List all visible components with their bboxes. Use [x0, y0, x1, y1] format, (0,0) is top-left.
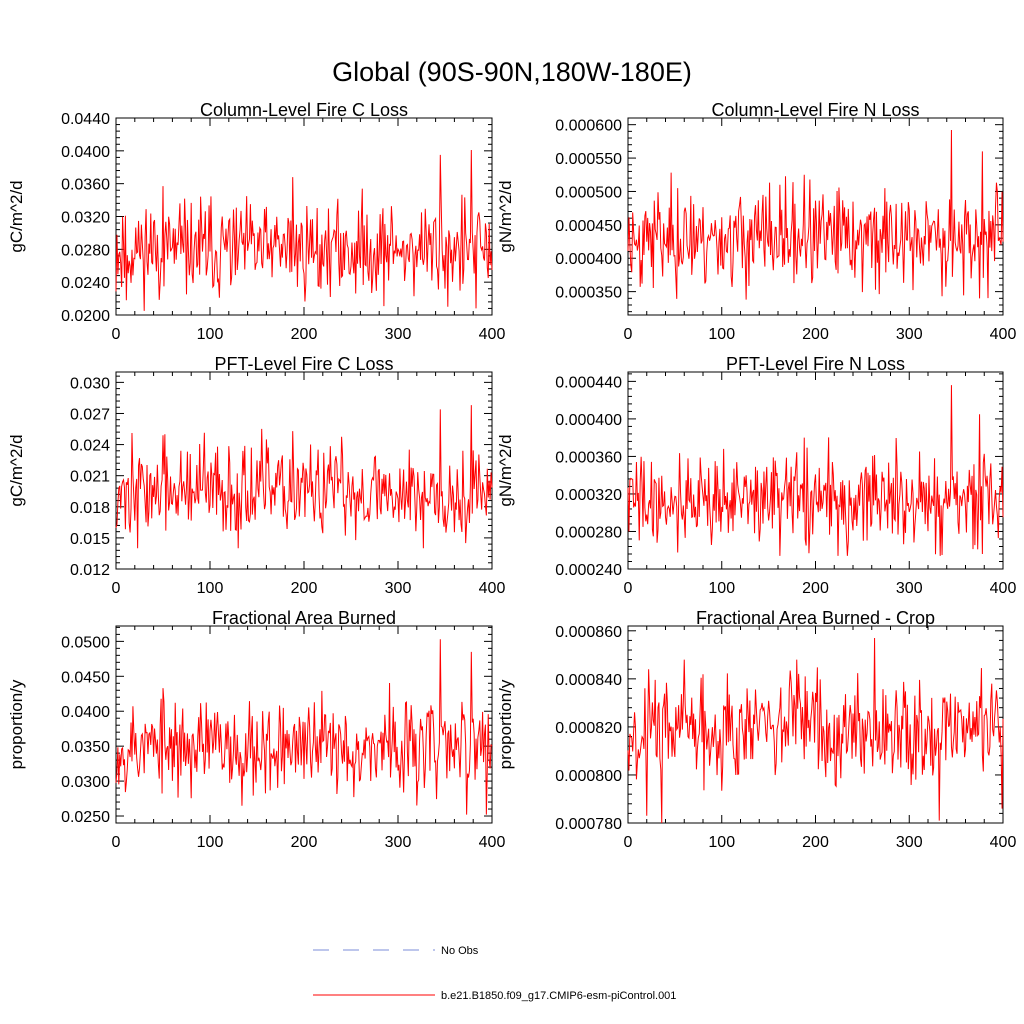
x-tick-label: 300 [385, 326, 412, 343]
x-tick-label: 100 [197, 834, 224, 851]
y-tick-label: 0.0360 [61, 177, 110, 194]
y-tick-label: 0.024 [70, 438, 110, 455]
chart-panel: Fractional Area Burned 0 100 200 300 400 0.025… [7, 608, 505, 851]
y-tick-label: 0.000820 [555, 720, 622, 737]
x-tick-label: 300 [385, 834, 412, 851]
x-tick-label: 0 [624, 580, 633, 597]
x-tick-label: 300 [385, 580, 412, 597]
y-axis-label: gN/m^2/d [496, 180, 515, 252]
y-tick-label: 0.000440 [555, 374, 622, 391]
y-tick-label: 0.0440 [61, 111, 110, 128]
x-tick-label: 0 [624, 326, 633, 343]
y-tick-label: 0.030 [70, 375, 110, 392]
chart-panel: Column-Level Fire N Loss 0 100 200 300 400 0.0… [496, 100, 1016, 343]
y-tick-label: 0.000780 [555, 816, 622, 833]
x-tick-label: 400 [479, 580, 506, 597]
y-axis-label: gN/m^2/d [496, 434, 515, 506]
y-axis-label: gC/m^2/d [7, 434, 26, 506]
series-line [627, 638, 1004, 824]
series-line [627, 130, 1004, 300]
y-tick-label: 0.000280 [555, 524, 622, 541]
plot-frame [627, 371, 1004, 570]
x-tick-label: 100 [197, 580, 224, 597]
x-tick-label: 200 [291, 580, 318, 597]
chart-panel: PFT-Level Fire N Loss 0 100 200 300 400 0.0002… [496, 354, 1016, 597]
x-tick-label: 0 [112, 834, 121, 851]
y-tick-label: 0.012 [70, 562, 110, 579]
chart-panel: Fractional Area Burned - Crop 0 100 200 300 4… [496, 608, 1016, 851]
legend-model-label: b.e21.B1850.f09_g17.CMIP6-esm-piControl.… [441, 990, 676, 1002]
legend: No Obs b.e21.B1850.f09_g17.CMIP6-esm-piC… [313, 945, 676, 1002]
chart-panel: Column-Level Fire C Loss 0 100 200 300 400 0.0… [7, 100, 505, 343]
y-tick-label: 0.000400 [555, 412, 622, 429]
y-tick-label: 0.000360 [555, 449, 622, 466]
panel-title: Fractional Area Burned - Crop [696, 608, 935, 628]
x-tick-label: 200 [291, 326, 318, 343]
panel-title: Fractional Area Burned [212, 608, 396, 628]
x-tick-label: 100 [708, 580, 735, 597]
x-tick-label: 0 [112, 326, 121, 343]
x-tick-label: 300 [896, 326, 923, 343]
y-tick-label: 0.027 [70, 406, 110, 423]
x-tick-label: 400 [990, 834, 1017, 851]
y-tick-label: 0.000350 [555, 285, 622, 302]
x-tick-label: 300 [896, 580, 923, 597]
y-tick-label: 0.0350 [61, 739, 110, 756]
y-axis-label: proportion/y [7, 679, 26, 769]
x-tick-label: 200 [291, 834, 318, 851]
y-tick-label: 0.000600 [555, 118, 622, 135]
series-line [115, 405, 493, 549]
x-tick-label: 200 [802, 580, 829, 597]
x-tick-label: 0 [624, 834, 633, 851]
y-tick-label: 0.0250 [61, 809, 110, 826]
x-tick-label: 0 [112, 580, 121, 597]
y-tick-label: 0.000320 [555, 487, 622, 504]
y-tick-label: 0.000400 [555, 251, 622, 268]
y-tick-label: 0.000800 [555, 768, 622, 785]
figure-title: Global (90S-90N,180W-180E) [332, 57, 692, 87]
y-tick-label: 0.000500 [555, 184, 622, 201]
y-tick-label: 0.000240 [555, 562, 622, 579]
x-tick-label: 200 [802, 834, 829, 851]
series-line [115, 150, 493, 311]
panel-title: PFT-Level Fire C Loss [214, 354, 393, 374]
x-tick-label: 100 [197, 326, 224, 343]
x-tick-label: 400 [990, 326, 1017, 343]
panel-title: PFT-Level Fire N Loss [726, 354, 905, 374]
y-tick-label: 0.0400 [61, 144, 110, 161]
y-tick-label: 0.015 [70, 531, 110, 548]
x-tick-label: 100 [708, 834, 735, 851]
series-line [627, 385, 1004, 556]
plot-frame [115, 625, 493, 824]
y-tick-label: 0.0450 [61, 669, 110, 686]
y-tick-label: 0.0320 [61, 210, 110, 227]
legend-obs-label: No Obs [441, 945, 479, 957]
y-tick-label: 0.000450 [555, 218, 622, 235]
panel-title: Column-Level Fire N Loss [711, 100, 919, 120]
x-tick-label: 100 [708, 326, 735, 343]
y-tick-label: 0.000550 [555, 151, 622, 168]
y-tick-label: 0.000860 [555, 624, 622, 641]
y-tick-label: 0.000840 [555, 672, 622, 689]
y-tick-label: 0.0200 [61, 308, 110, 325]
x-tick-label: 300 [896, 834, 923, 851]
y-tick-label: 0.018 [70, 500, 110, 517]
chart-panel: PFT-Level Fire C Loss 0 100 200 300 400 0.012 0… [7, 354, 505, 597]
y-tick-label: 0.021 [70, 469, 110, 486]
panel-title: Column-Level Fire C Loss [200, 100, 408, 120]
y-axis-label: proportion/y [496, 679, 515, 769]
panels: Column-Level Fire C Loss 0 100 200 300 400 0.0… [7, 100, 1016, 851]
x-tick-label: 200 [802, 326, 829, 343]
y-tick-label: 0.0280 [61, 242, 110, 259]
y-axis-label: gC/m^2/d [7, 180, 26, 252]
y-tick-label: 0.0400 [61, 704, 110, 721]
x-tick-label: 400 [479, 834, 506, 851]
y-tick-label: 0.0500 [61, 634, 110, 651]
series-line [115, 639, 493, 815]
y-tick-label: 0.0300 [61, 774, 110, 791]
y-tick-label: 0.0240 [61, 275, 110, 292]
x-tick-label: 400 [990, 580, 1017, 597]
x-tick-label: 400 [479, 326, 506, 343]
